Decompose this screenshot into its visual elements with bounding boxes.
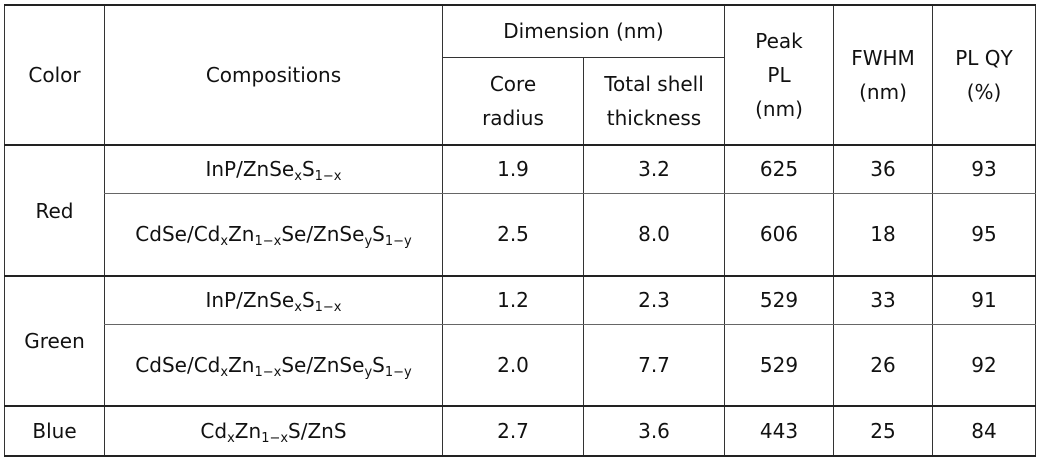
- header-total-shell-thickness: Total shell thickness: [583, 57, 725, 146]
- composition-cell: CdSe/CdxZn1−xSe/ZnSeyS1−y: [104, 193, 443, 277]
- pl-qy-cell: 92: [932, 324, 1036, 407]
- header-compositions: Compositions: [104, 4, 443, 146]
- core-radius-cell: 1.2: [442, 276, 584, 325]
- core-radius-cell: 2.0: [442, 324, 584, 407]
- shell-thickness-cell: 8.0: [583, 193, 725, 277]
- quantum-dot-properties-table: Color Compositions Dimension (nm) Peak P…: [4, 4, 1036, 457]
- header-fwhm: FWHM (nm): [833, 4, 933, 146]
- shell-thickness-cell: 3.6: [583, 406, 725, 457]
- fwhm-cell: 26: [833, 324, 933, 407]
- pl-qy-cell: 93: [932, 145, 1036, 194]
- color-cell-red: Red: [4, 145, 105, 277]
- composition-cell: InP/ZnSexS1−x: [104, 145, 443, 194]
- peak-pl-cell: 606: [724, 193, 834, 277]
- table-row: Red InP/ZnSexS1−x 1.9 3.2 625 36 93: [4, 145, 1036, 277]
- color-cell-blue: Blue: [4, 406, 105, 457]
- composition-cell: InP/ZnSexS1−x: [104, 276, 443, 325]
- table-row: Green InP/ZnSexS1−x 1.2 2.3 529 33 91: [4, 276, 1036, 407]
- header-color: Color: [4, 4, 105, 146]
- fwhm-cell: 18: [833, 193, 933, 277]
- pl-qy-cell: 91: [932, 276, 1036, 325]
- fwhm-cell: 36: [833, 145, 933, 194]
- fwhm-cell: 33: [833, 276, 933, 325]
- peak-pl-cell: 529: [724, 324, 834, 407]
- core-radius-cell: 2.5: [442, 193, 584, 277]
- peak-pl-cell: 625: [724, 145, 834, 194]
- shell-thickness-cell: 2.3: [583, 276, 725, 325]
- peak-pl-cell: 529: [724, 276, 834, 325]
- header-dimension: Dimension (nm): [442, 4, 725, 58]
- core-radius-cell: 2.7: [442, 406, 584, 457]
- color-cell-green: Green: [4, 276, 105, 407]
- composition-cell: CdSe/CdxZn1−xSe/ZnSeyS1−y: [104, 324, 443, 407]
- peak-pl-cell: 443: [724, 406, 834, 457]
- header-peak-pl: Peak PL (nm): [724, 4, 834, 146]
- header-core-radius: Core radius: [442, 57, 584, 146]
- fwhm-cell: 25: [833, 406, 933, 457]
- table-row: CdSe/CdxZn1−xSe/ZnSeyS1−y 2.5 8.0 606 18…: [5, 193, 1036, 277]
- composition-cell: CdxZn1−xS/ZnS: [104, 406, 443, 457]
- pl-qy-cell: 84: [932, 406, 1036, 457]
- header-pl-qy: PL QY (%): [932, 4, 1036, 146]
- table-row: CdSe/CdxZn1−xSe/ZnSeyS1−y 2.0 7.7 529 26…: [5, 324, 1036, 407]
- core-radius-cell: 1.9: [442, 145, 584, 194]
- pl-qy-cell: 95: [932, 193, 1036, 277]
- shell-thickness-cell: 7.7: [583, 324, 725, 407]
- shell-thickness-cell: 3.2: [583, 145, 725, 194]
- table-row: Blue CdxZn1−xS/ZnS 2.7 3.6 443 25 84: [4, 406, 1036, 457]
